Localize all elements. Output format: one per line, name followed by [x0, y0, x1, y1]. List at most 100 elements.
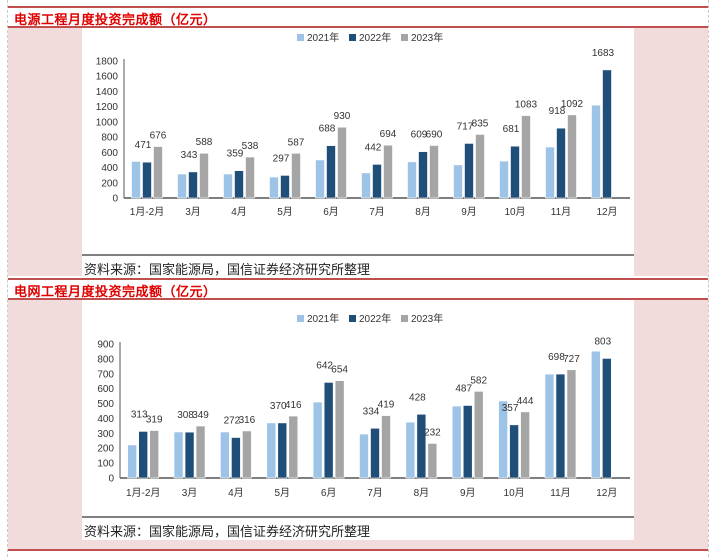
x-tick-label: 12月	[596, 487, 617, 499]
legend-swatch-2	[349, 315, 356, 322]
data-label: 334	[363, 406, 380, 417]
data-label: 442	[365, 142, 382, 153]
data-label: 428	[409, 392, 426, 403]
bar-2022-9	[510, 145, 520, 199]
bar-2023-2	[195, 425, 206, 479]
y-tick-label: 300	[97, 429, 114, 440]
bar-2021-7	[407, 161, 417, 199]
legend-label-1: 2021年	[307, 31, 339, 44]
bar-2022-3	[234, 170, 244, 199]
chart2-svg: 2021年 2022年 2023年 0 100 200 300 400 500 600 700 800…	[97, 312, 630, 499]
bar-2023-8	[475, 134, 485, 199]
x-tick-label: 11月	[550, 487, 570, 499]
data-label: 297	[273, 153, 290, 164]
legend-swatch-3	[401, 34, 408, 41]
data-label: 316	[239, 415, 256, 426]
bar-2021-10	[544, 373, 555, 479]
x-tick-label: 10月	[504, 206, 525, 218]
x-tick-label: 5月	[277, 206, 293, 218]
y-tick-label: 700	[97, 369, 114, 380]
bar-2023-6	[381, 415, 391, 479]
data-label: 698	[548, 352, 565, 363]
bar-2022-9	[509, 424, 519, 479]
chart1-svg: 2021年 2022年 2023年 0 200 400 600 800 1000 1200 1400…	[96, 31, 630, 218]
bar-2022-1	[138, 431, 148, 479]
bar-2021-4	[266, 422, 277, 479]
bar-2023-3	[245, 156, 255, 199]
bar-2021-9	[498, 400, 508, 479]
y-tick-label: 1200	[96, 102, 119, 113]
y-tick-label: 0	[112, 194, 118, 205]
bar-2022-6	[370, 427, 380, 479]
bar-2023-1	[149, 430, 159, 479]
data-label: 308	[177, 410, 194, 421]
legend-label-3: 2023年	[411, 31, 443, 44]
data-label: 444	[517, 396, 534, 407]
bar-2023-1	[153, 146, 163, 199]
x-tick-label: 8月	[415, 206, 431, 218]
data-label: 319	[146, 415, 163, 426]
bar-2022-2	[188, 171, 198, 199]
bar-2023-6	[383, 144, 393, 199]
y-tick-label: 1800	[96, 57, 119, 68]
data-label: 835	[472, 118, 489, 129]
bar-2022-8	[464, 143, 474, 199]
y-tick-label: 600	[97, 384, 114, 395]
data-label: 803	[594, 336, 611, 347]
x-tick-label: 6月	[321, 487, 337, 499]
data-label: 688	[319, 124, 336, 135]
bar-2022-1	[142, 161, 152, 199]
bar-2022-10	[555, 373, 566, 479]
bar-2021-10	[545, 146, 555, 199]
y-tick-label: 1600	[96, 72, 119, 83]
bar-2023-4	[288, 415, 299, 479]
bar-2022-7	[418, 151, 428, 199]
bar-2021-4	[269, 176, 279, 199]
bar-2023-7	[429, 145, 439, 199]
bar-2022-11	[602, 358, 612, 479]
chart2-source-text: 资料来源：国家能源局，国信证券经济研究所整理	[84, 525, 371, 540]
bar-2023-9	[521, 115, 531, 199]
bar-2022-3	[231, 437, 241, 479]
bar-2023-4	[291, 153, 301, 199]
y-tick-label: 200	[101, 178, 118, 189]
bar-2021-3	[223, 173, 233, 199]
legend-label-1: 2021年	[307, 312, 339, 325]
y-tick-label: 600	[101, 148, 118, 159]
y-tick-label: 500	[97, 399, 114, 410]
y-tick-label: 800	[101, 133, 118, 144]
bar-2022-5	[326, 145, 336, 199]
chart1-panel: 2021年 2022年 2023年 0 200 400 600 800 1000 1200 1400…	[82, 28, 634, 254]
bar-2023-10	[567, 114, 577, 199]
x-tick-label: 7月	[367, 487, 383, 499]
legend-label-2: 2022年	[359, 31, 391, 44]
data-label: 717	[457, 121, 474, 132]
y-tick-label: 400	[101, 163, 118, 174]
bar-2023-2	[199, 152, 209, 199]
bar-2022-11	[602, 69, 612, 199]
y-tick-label: 0	[108, 474, 114, 485]
bar-2021-6	[361, 172, 371, 199]
data-label: 272	[224, 416, 241, 427]
data-label: 1083	[515, 100, 538, 111]
chart2-section-header: 电网工程月度投资完成额（亿元）	[8, 278, 708, 300]
bar-2021-9	[499, 160, 509, 199]
legend-swatch-1	[297, 315, 304, 322]
data-label: 359	[227, 149, 244, 160]
bar-2021-1	[127, 444, 137, 479]
bar-2021-5	[315, 159, 325, 199]
data-label: 690	[426, 129, 443, 140]
data-label: 232	[424, 427, 441, 438]
bar-2021-1	[131, 161, 141, 199]
data-label: 654	[331, 365, 348, 376]
bar-2021-11	[591, 350, 601, 479]
data-label: 588	[196, 137, 213, 148]
y-tick-label: 1400	[96, 87, 119, 98]
x-tick-label: 5月	[274, 487, 290, 499]
x-tick-label: 9月	[461, 206, 477, 218]
bar-2022-8	[462, 405, 473, 479]
legend-swatch-2	[349, 34, 356, 41]
chart2-panel: 2021年 2022年 2023年 0 100 200 300 400 500 600 700 800…	[82, 300, 634, 516]
data-label: 357	[502, 403, 519, 414]
x-tick-label: 3月	[185, 206, 201, 218]
